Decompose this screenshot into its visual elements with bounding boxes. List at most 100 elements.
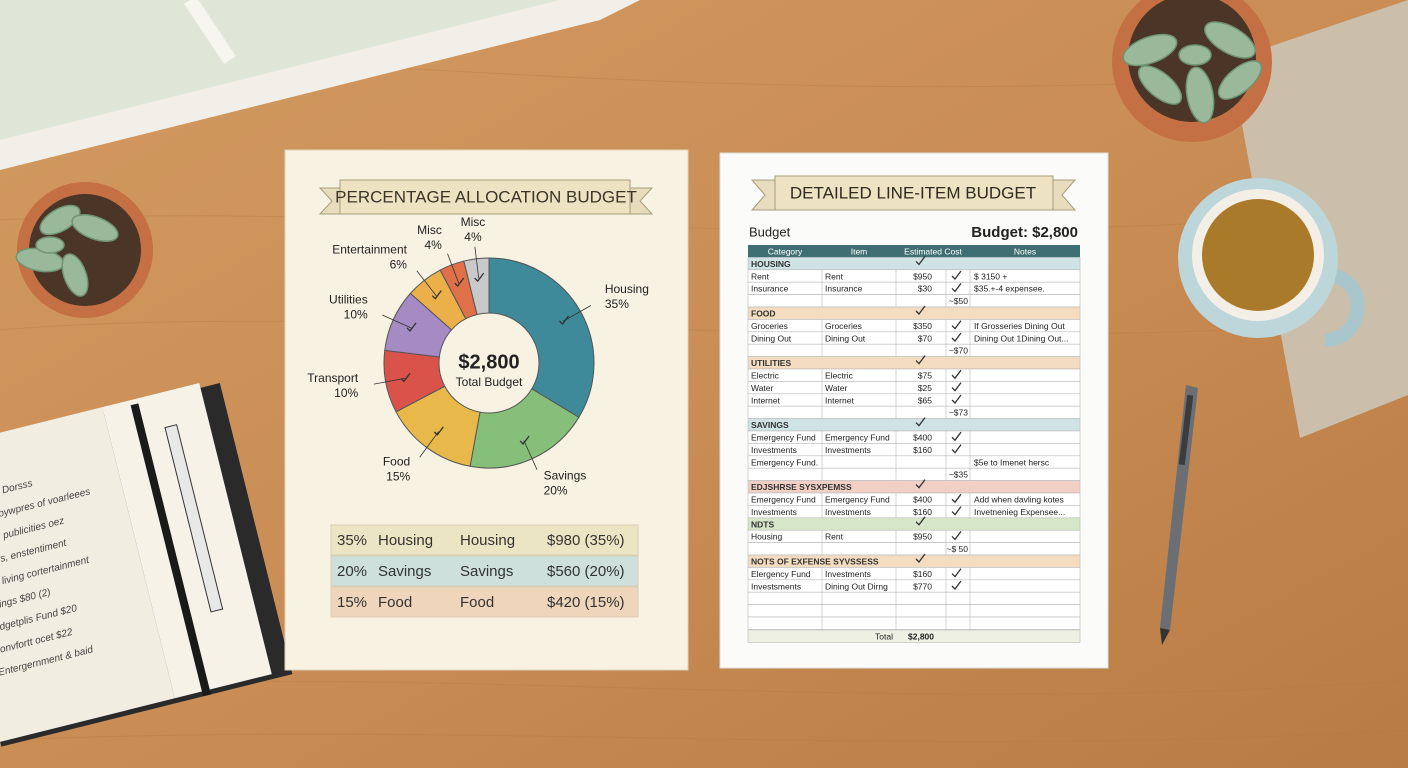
- check-mark: [915, 516, 926, 526]
- table-cell: 20%: [337, 563, 367, 580]
- plant-left: [15, 182, 153, 318]
- slice-value: 4%: [424, 238, 442, 252]
- table-row: [747, 368, 1081, 382]
- section-title: NOTS OF EXFENSE SYVSSESS: [751, 556, 879, 566]
- table-cell: $65: [918, 395, 932, 405]
- check-mark: [951, 580, 962, 590]
- table-cell: Investments: [825, 445, 871, 455]
- section-title: UTILITIES: [751, 358, 791, 368]
- header-cell: Item: [851, 246, 868, 256]
- slice-label: Entertainment: [332, 242, 407, 256]
- table-cell: Savings: [378, 563, 431, 580]
- table-cell: Internet: [751, 395, 780, 405]
- check-mark: [951, 283, 962, 293]
- check-mark: [915, 553, 926, 563]
- table-cell: $560 (20%): [547, 563, 625, 580]
- table-cell: Rent: [825, 532, 844, 542]
- subtotal: ~$ 50: [946, 544, 968, 554]
- table-cell: $770: [913, 581, 932, 591]
- subtotal: ~$73: [949, 408, 968, 418]
- center-value: $2,800: [458, 351, 519, 373]
- table-cell: Water: [825, 383, 848, 393]
- table-cell: $160: [913, 569, 932, 579]
- check-mark: [951, 332, 962, 342]
- check-mark: [951, 369, 962, 380]
- check-mark: [951, 568, 962, 578]
- header-cell: Estimated Cost: [904, 246, 962, 256]
- table-cell: $950: [913, 532, 932, 542]
- slice-label: Food: [383, 454, 410, 468]
- table-cell: 35%: [337, 532, 367, 549]
- check-mark: [915, 305, 926, 315]
- table-cell: $160: [913, 507, 932, 517]
- slice-value: 6%: [390, 257, 408, 271]
- mug: [1178, 178, 1365, 347]
- leader-line: [447, 253, 460, 284]
- table-cell: Internet: [825, 395, 854, 405]
- table-cell: Rent: [825, 271, 844, 281]
- table-cell: Investsments: [751, 581, 801, 591]
- center-label: Total Budget: [456, 375, 523, 389]
- slice-label: Misc: [417, 223, 442, 237]
- table-cell: Electric: [751, 370, 780, 380]
- check-mark: [519, 435, 530, 445]
- table-row: [747, 616, 1081, 630]
- check-mark: [400, 373, 411, 383]
- table-cell: $35.+-4 expensee.: [974, 284, 1045, 294]
- table-cell: Housing: [751, 532, 782, 542]
- check-mark: [431, 290, 442, 300]
- table-row: [747, 604, 1081, 618]
- leader-line: [416, 270, 437, 297]
- right-banner: [750, 175, 1077, 211]
- table-cell: Dining Out Dirng: [825, 581, 888, 591]
- check-mark: [915, 256, 926, 266]
- check-mark: [951, 506, 962, 516]
- table-cell: Invetnenieg Expensee...: [974, 507, 1065, 517]
- section-band: [747, 356, 1081, 370]
- total-label: Total: [875, 631, 893, 641]
- check-mark: [951, 431, 962, 442]
- check-mark: [433, 426, 444, 436]
- slice-value: 35%: [605, 297, 629, 311]
- left-title: PERCENTAGE ALLOCATION BUDGET: [335, 187, 637, 206]
- table-cell: Investments: [751, 445, 797, 455]
- table-cell: Dining Out: [825, 333, 866, 343]
- table-row: [747, 542, 1081, 556]
- table-header: [748, 245, 1080, 258]
- check-mark: [474, 272, 485, 283]
- section-title: HOUSING: [751, 259, 791, 269]
- table-cell: $350: [913, 321, 932, 331]
- table-cell: Dining Out 1Dining Out...: [974, 333, 1069, 343]
- slice-label: Savings: [544, 468, 587, 482]
- table-cell: Housing: [460, 532, 515, 549]
- table-row: [747, 294, 1081, 308]
- table-cell: Groceries: [751, 321, 788, 331]
- right-title: DETAILED LINE-ITEM BUDGET: [790, 183, 1036, 202]
- window-bar: [184, 0, 236, 64]
- leader-line: [474, 246, 480, 279]
- table-cell: $980 (35%): [547, 532, 625, 549]
- notebook: moleskineHousie an DorsssU wluse bywpres…: [0, 382, 293, 747]
- leader-line: [562, 305, 592, 322]
- table-row: [747, 405, 1081, 419]
- table-cell: Emergency Fund: [825, 494, 890, 504]
- check-mark: [951, 493, 962, 504]
- leader-line: [373, 377, 406, 385]
- leader-line: [382, 314, 412, 329]
- table-cell: Housing: [378, 532, 433, 549]
- donut-slice: [488, 257, 595, 419]
- subtotal: ~$70: [949, 346, 968, 356]
- table-cell: Rent: [751, 271, 770, 281]
- check-mark: [559, 315, 569, 325]
- table-row: [330, 555, 639, 587]
- table-row: [330, 586, 639, 618]
- table-cell: Insurance: [751, 284, 789, 294]
- table-cell: 15%: [337, 594, 367, 611]
- check-mark: [454, 277, 465, 288]
- table-row: [330, 524, 639, 556]
- table-row: [747, 343, 1081, 357]
- header-cell: Category: [768, 246, 803, 256]
- table-cell: $75: [918, 370, 932, 380]
